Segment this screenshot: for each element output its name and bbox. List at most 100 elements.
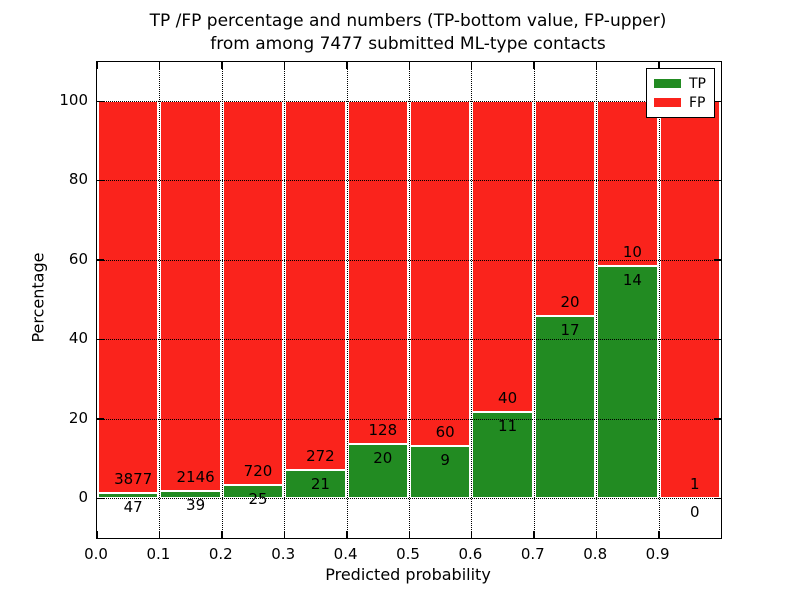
x-gridline bbox=[596, 62, 598, 538]
y-tick-left bbox=[97, 338, 104, 341]
x-tick-top bbox=[408, 62, 410, 69]
x-tick-top bbox=[346, 62, 348, 69]
y-tick-left bbox=[97, 418, 104, 420]
x-tick-bottom bbox=[346, 531, 348, 538]
x-tick-label: 0.9 bbox=[645, 545, 670, 563]
y-tick-left bbox=[97, 497, 104, 499]
fp-bar-segment bbox=[160, 101, 221, 491]
tp-bar-segment bbox=[597, 266, 658, 498]
tp-count-label: 14 bbox=[622, 271, 642, 290]
tp-count-label: 21 bbox=[310, 474, 330, 493]
x-tick-top bbox=[96, 62, 98, 69]
fp-count-label: 20 bbox=[560, 292, 580, 311]
x-gridline bbox=[159, 62, 161, 538]
fp-legend-swatch bbox=[654, 98, 681, 107]
fp-count-label: 128 bbox=[368, 421, 398, 440]
x-tick-label: 0.7 bbox=[520, 545, 545, 563]
y-tick-right bbox=[714, 100, 721, 102]
y-gridline bbox=[97, 418, 721, 420]
legend: TP FP bbox=[646, 68, 715, 118]
tp-bar-segment bbox=[410, 446, 471, 498]
x-tick-label: 0.3 bbox=[271, 545, 296, 563]
tp-bar-segment bbox=[285, 469, 346, 498]
fp-bar-segment bbox=[98, 101, 159, 494]
y-tick-label: 80 bbox=[68, 170, 88, 189]
x-tick-top bbox=[595, 62, 598, 69]
tp-bar-segment bbox=[347, 444, 408, 498]
tp-bar-segment bbox=[534, 315, 596, 498]
x-tick-bottom bbox=[221, 531, 223, 538]
y-tick-right bbox=[714, 338, 721, 341]
fp-count-label: 720 bbox=[243, 461, 273, 480]
fp-bar-segment bbox=[597, 101, 658, 267]
fp-count-label: 60 bbox=[435, 423, 455, 442]
x-tick-top bbox=[658, 62, 660, 69]
x-tick-bottom bbox=[96, 531, 98, 538]
tp-count-label: 25 bbox=[248, 489, 268, 508]
fp-bar-segment bbox=[472, 101, 533, 413]
fp-bar-segment bbox=[347, 101, 408, 445]
fp-count-label: 272 bbox=[306, 446, 335, 465]
chart-title-line1: TP /FP percentage and numbers (TP-bottom… bbox=[149, 11, 667, 31]
y-tick-left bbox=[97, 179, 104, 182]
x-gridline bbox=[346, 62, 348, 538]
y-tick-label: 20 bbox=[68, 408, 88, 427]
x-tick-label: 0.8 bbox=[583, 545, 608, 563]
x-gridline bbox=[658, 62, 660, 538]
tp-count-label: 17 bbox=[560, 320, 580, 339]
x-tick-top bbox=[470, 62, 473, 69]
x-tick-label: 0.5 bbox=[396, 545, 420, 563]
fp-bar-segment bbox=[659, 101, 720, 498]
fp-count-label: 1 bbox=[690, 475, 700, 493]
y-tick-label: 100 bbox=[59, 91, 88, 109]
legend-item-fp: FP bbox=[654, 93, 706, 112]
tp-bar-segment bbox=[160, 490, 221, 498]
x-gridline bbox=[471, 62, 473, 538]
y-gridline bbox=[97, 101, 721, 102]
x-tick-bottom bbox=[283, 531, 286, 538]
fp-legend-label: FP bbox=[689, 94, 706, 111]
y-tick-right bbox=[714, 259, 721, 261]
x-tick-bottom bbox=[408, 531, 410, 538]
x-tick-label: 0.2 bbox=[208, 545, 233, 563]
fp-bar-segment bbox=[222, 101, 284, 485]
y-gridline bbox=[97, 259, 721, 261]
tp-bar-segment bbox=[222, 484, 284, 498]
x-tick-top bbox=[533, 62, 535, 69]
y-tick-right bbox=[714, 179, 721, 182]
x-tick-bottom bbox=[658, 531, 660, 538]
y-tick-left bbox=[97, 100, 104, 102]
y-gridline bbox=[97, 339, 721, 341]
chart-title-line2: from among 7477 submitted ML-type contac… bbox=[210, 34, 606, 54]
x-tick-label: 0.6 bbox=[458, 545, 483, 563]
x-tick-bottom bbox=[158, 531, 161, 538]
x-axis-label: Predicted probability bbox=[325, 565, 491, 584]
y-gridline bbox=[97, 498, 721, 499]
y-axis-label: Percentage bbox=[28, 252, 48, 343]
fp-bar-segment bbox=[534, 101, 596, 316]
x-tick-label: 0.0 bbox=[84, 545, 108, 563]
x-gridline bbox=[409, 62, 410, 538]
y-gridline bbox=[97, 180, 721, 182]
fp-count-label: 10 bbox=[622, 243, 642, 262]
tp-count-label: 0 bbox=[690, 503, 700, 521]
x-tick-top bbox=[283, 62, 286, 69]
x-tick-label: 0.4 bbox=[333, 545, 358, 563]
tp-count-label: 11 bbox=[498, 417, 518, 436]
tp-bar-segment bbox=[472, 412, 533, 498]
y-tick-right bbox=[714, 497, 721, 499]
y-tick-label: 40 bbox=[68, 329, 88, 348]
fp-count-label: 2146 bbox=[176, 467, 215, 486]
tp-count-label: 47 bbox=[123, 498, 143, 517]
fp-count-label: 40 bbox=[498, 389, 518, 408]
tp-count-label: 9 bbox=[440, 451, 450, 470]
x-gridline bbox=[221, 62, 223, 538]
x-tick-top bbox=[158, 62, 161, 69]
x-gridline bbox=[533, 62, 535, 538]
fp-count-label: 3877 bbox=[114, 470, 153, 489]
x-tick-bottom bbox=[470, 531, 473, 538]
plot-area: TP FP 3877 47 2146 39 720 25 272 21 128 20 60 9 40 11… bbox=[96, 61, 722, 539]
legend-item-tp: TP bbox=[654, 74, 706, 93]
fp-bar-segment bbox=[285, 101, 346, 470]
fp-bar-segment bbox=[410, 101, 471, 447]
